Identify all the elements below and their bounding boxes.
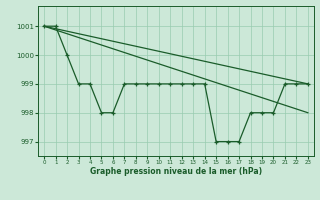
X-axis label: Graphe pression niveau de la mer (hPa): Graphe pression niveau de la mer (hPa) [90,167,262,176]
